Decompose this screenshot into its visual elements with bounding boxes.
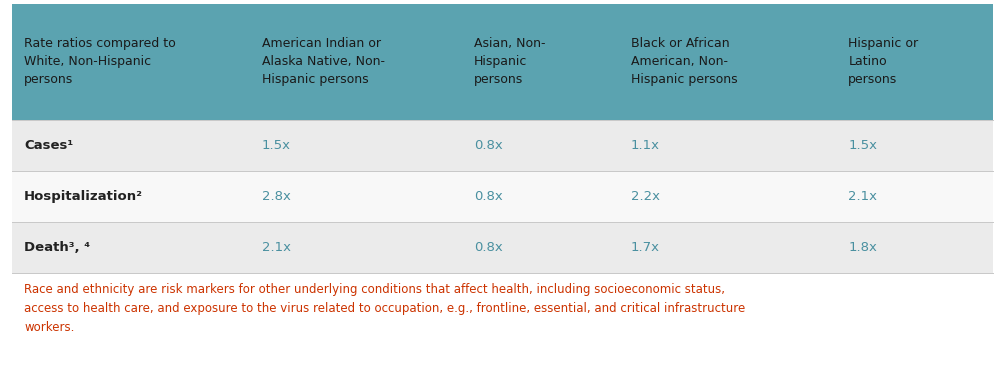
Text: Cases¹: Cases¹ bbox=[24, 139, 73, 152]
Text: 2.2x: 2.2x bbox=[631, 190, 660, 204]
Bar bbox=[12, 171, 993, 222]
Text: 0.8x: 0.8x bbox=[474, 190, 502, 204]
Text: American Indian or
Alaska Native, Non-
Hispanic persons: American Indian or Alaska Native, Non- H… bbox=[261, 37, 385, 87]
Bar bbox=[12, 222, 993, 273]
Text: Race and ethnicity are risk markers for other underlying conditions that affect : Race and ethnicity are risk markers for … bbox=[24, 283, 746, 334]
Text: 1.7x: 1.7x bbox=[631, 241, 660, 255]
Text: Hospitalization²: Hospitalization² bbox=[24, 190, 143, 204]
Text: Rate ratios compared to
White, Non-Hispanic
persons: Rate ratios compared to White, Non-Hispa… bbox=[24, 37, 176, 87]
Text: Asian, Non-
Hispanic
persons: Asian, Non- Hispanic persons bbox=[474, 37, 546, 87]
Text: Death³, ⁴: Death³, ⁴ bbox=[24, 241, 90, 255]
Bar bbox=[12, 4, 993, 120]
Text: 1.5x: 1.5x bbox=[261, 139, 290, 152]
Text: 1.8x: 1.8x bbox=[848, 241, 877, 255]
Text: 2.1x: 2.1x bbox=[261, 241, 290, 255]
Text: 2.8x: 2.8x bbox=[261, 190, 290, 204]
Text: 0.8x: 0.8x bbox=[474, 139, 502, 152]
Text: 1.1x: 1.1x bbox=[631, 139, 660, 152]
Text: 1.5x: 1.5x bbox=[848, 139, 877, 152]
Bar bbox=[12, 120, 993, 171]
Text: 2.1x: 2.1x bbox=[848, 190, 877, 204]
Text: Black or African
American, Non-
Hispanic persons: Black or African American, Non- Hispanic… bbox=[631, 37, 738, 87]
Text: 0.8x: 0.8x bbox=[474, 241, 502, 255]
Text: Hispanic or
Latino
persons: Hispanic or Latino persons bbox=[848, 37, 919, 87]
